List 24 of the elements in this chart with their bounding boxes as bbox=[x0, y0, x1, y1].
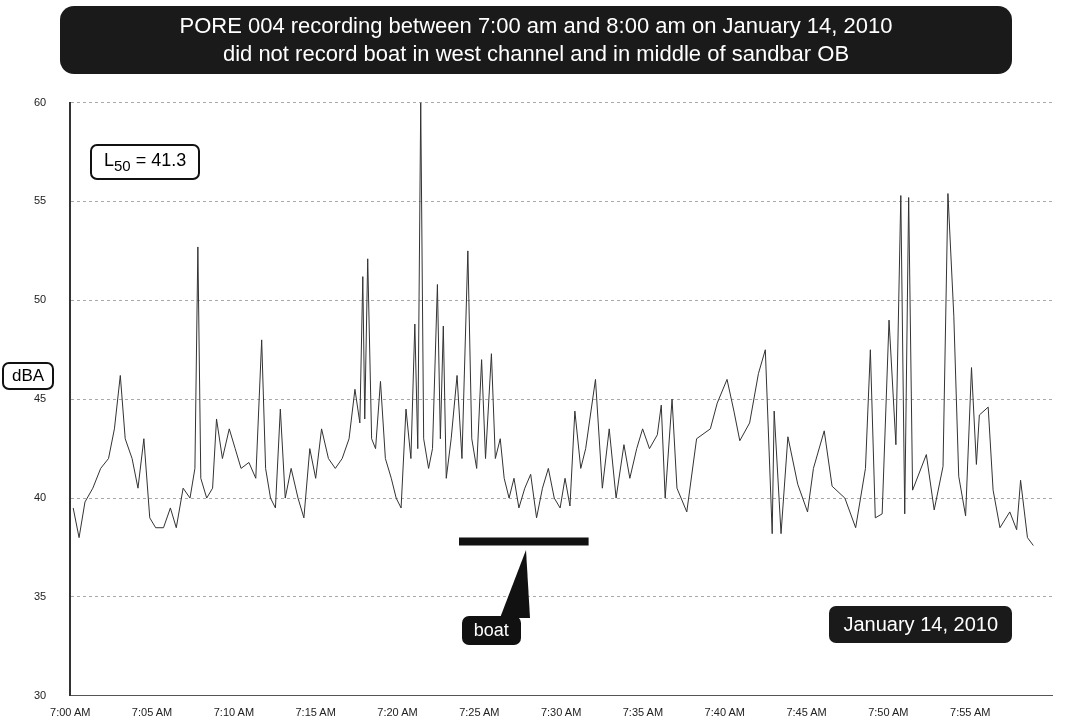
x-tick-label: 7:55 AM bbox=[950, 706, 991, 719]
text: boat bbox=[461, 615, 521, 645]
x-tick-label: 7:10 AM bbox=[213, 706, 255, 719]
x-tick-label: 7:35 AM bbox=[622, 706, 664, 719]
y-tick-label: 60 bbox=[33, 95, 47, 108]
annotation: L$_{50}$ = 41.3 bbox=[90, 144, 201, 180]
x-tick-label: 7:25 AM bbox=[459, 706, 500, 719]
annotation: January 14, 2010 bbox=[829, 606, 1012, 643]
x-tick-label: 7:45 AM bbox=[786, 706, 827, 719]
y-tick-label: 40 bbox=[33, 491, 47, 504]
y-tick-label: 45 bbox=[33, 392, 47, 405]
y-axis-title: dBA bbox=[2, 362, 55, 390]
y-tick-label: 50 bbox=[33, 293, 47, 306]
x-tick-label: 7:15 AM bbox=[295, 706, 336, 719]
y-tick-label: 30 bbox=[33, 688, 47, 701]
x-tick-label: 7:30 AM bbox=[540, 706, 582, 719]
y-tick-label: 35 bbox=[33, 589, 47, 602]
x-tick-label: 7:00 AM bbox=[50, 706, 91, 719]
x-tick-label: 7:05 AM bbox=[131, 706, 173, 719]
y-tick-label: 55 bbox=[33, 194, 47, 207]
x-tick-label: 7:20 AM bbox=[377, 706, 418, 719]
x-tick-label: 7:50 AM bbox=[868, 706, 909, 719]
x-tick-label: 7:40 AM bbox=[704, 706, 745, 719]
chart-title: PORE 004 recording between 7:00 am and 8:00 am on January 14, 2010 did not record boat in west channel and in middle of sandbar OB bbox=[60, 6, 1012, 74]
